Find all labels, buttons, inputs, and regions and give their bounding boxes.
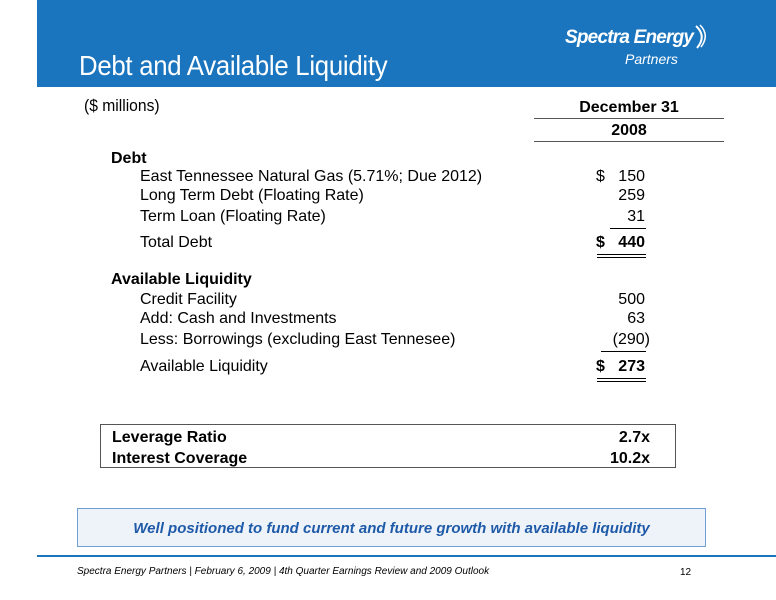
subtotal-rule [610, 228, 646, 229]
liquidity-row-value: 63 [627, 310, 645, 327]
page-title: Debt and Available Liquidity [79, 50, 388, 81]
available-liquidity-label: Available Liquidity [140, 358, 268, 375]
dollar-sign: $ [596, 358, 605, 375]
column-header-year: 2008 [611, 122, 647, 139]
debt-row-label: Long Term Debt (Floating Rate) [140, 187, 364, 204]
liquidity-heading: Available Liquidity [111, 271, 252, 288]
page-number: 12 [680, 567, 692, 578]
dollar-sign: $ [596, 234, 605, 251]
footer-text: Spectra Energy Partners | February 6, 20… [77, 566, 490, 577]
debt-row-value: 259 [618, 187, 645, 204]
header-rule [534, 118, 724, 119]
available-liquidity-value: 273 [618, 358, 645, 375]
total-double-rule [597, 254, 646, 258]
liquidity-row-value: (290) [612, 331, 650, 348]
header-bar [37, 0, 776, 87]
dollar-sign: $ [596, 168, 605, 185]
ratio-value: 10.2x [609, 450, 650, 467]
total-debt-value: 440 [618, 234, 645, 251]
liquidity-row-label: Add: Cash and Investments [140, 310, 337, 327]
debt-row-value: 31 [627, 208, 645, 225]
logo-name: Spectra Energy [565, 27, 694, 48]
liquidity-row-label: Credit Facility [140, 291, 237, 308]
debt-row-value: 150 [618, 168, 645, 185]
liquidity-row-label: Less: Borrowings (excluding East Tennese… [140, 331, 456, 348]
liquidity-row-value: 500 [618, 291, 645, 308]
ratio-value: 2.7x [618, 429, 650, 446]
total-double-rule [597, 378, 646, 382]
logo-subtitle: Partners [625, 51, 678, 67]
column-header-date: December 31 [579, 99, 679, 116]
logo-swoosh-icon [695, 24, 706, 49]
subtotal-rule [601, 351, 646, 352]
total-debt-label: Total Debt [140, 234, 213, 251]
footer-rule [37, 555, 776, 557]
debt-row-label: East Tennessee Natural Gas (5.71%; Due 2… [140, 168, 483, 185]
debt-heading: Debt [111, 150, 147, 167]
ratios-box [100, 424, 676, 468]
callout-text: Well positioned to fund current and futu… [133, 520, 650, 537]
ratio-label: Leverage Ratio [112, 429, 227, 446]
units-label: ($ millions) [84, 96, 160, 115]
company-logo: Spectra Energy Partners [565, 24, 715, 72]
header-rule [534, 141, 724, 142]
ratio-label: Interest Coverage [112, 450, 248, 467]
callout-box: Well positioned to fund current and futu… [77, 508, 706, 547]
debt-row-label: Term Loan (Floating Rate) [140, 208, 326, 225]
